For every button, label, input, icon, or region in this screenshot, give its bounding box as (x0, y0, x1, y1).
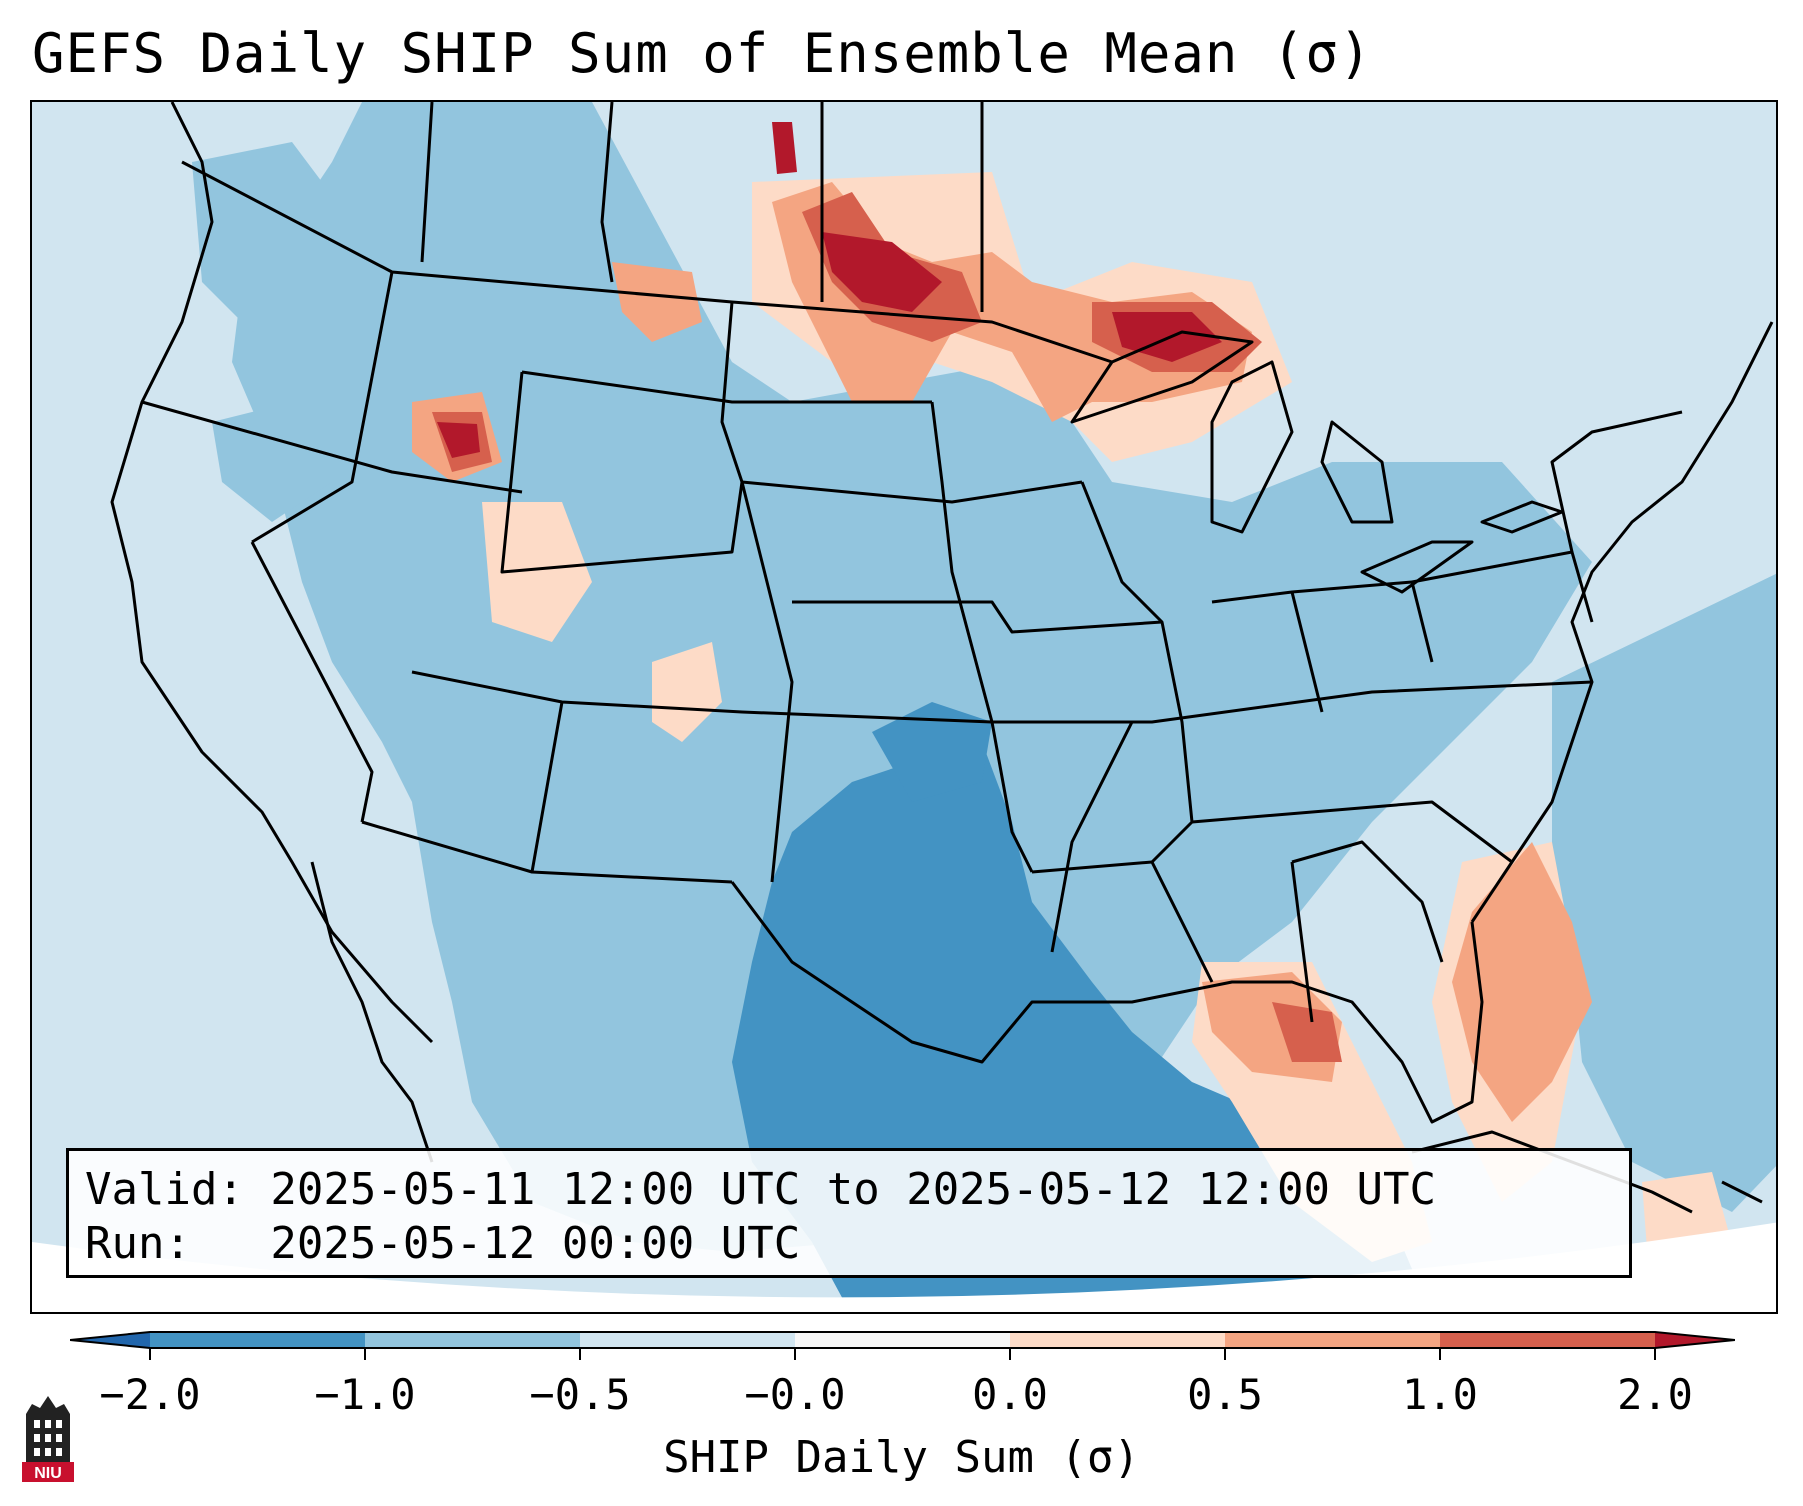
colorbar-label: SHIP Daily Sum (σ) (663, 1432, 1140, 1483)
lake-huron (1320, 420, 1394, 524)
colorbar-tick-label: −2.0 (99, 1370, 201, 1419)
colorbar-segment (365, 1332, 580, 1348)
colorbar-tick-label: 2.0 (1617, 1370, 1693, 1419)
colorbar-tick-label: 1.0 (1402, 1370, 1478, 1419)
colorbar-tick-label: −1.0 (314, 1370, 416, 1419)
valid-time-text: Valid: 2025-05-11 12:00 UTC to 2025-05-1… (85, 1164, 1437, 1215)
colorbar-segment (580, 1332, 795, 1348)
colorbar-segment (1010, 1332, 1225, 1348)
colorbar-tick-label: −0.5 (529, 1370, 631, 1419)
colorbar-tick-label: 0.0 (972, 1370, 1048, 1419)
colorbar-tick-label: −0.0 (744, 1370, 846, 1419)
map-boundaries (110, 102, 1774, 1214)
colorbar-segment (795, 1332, 1010, 1348)
colorbar (69, 1318, 1736, 1362)
gulf-coastline (730, 881, 1484, 1124)
lake-superior (1070, 330, 1254, 424)
projection-edge (32, 1222, 1776, 1312)
logo-text: NIU (34, 1465, 62, 1482)
niu-tower-logo-icon: NIU (18, 1392, 78, 1484)
colorbar-extend-low (70, 1332, 150, 1348)
colorbar-segment (150, 1332, 365, 1348)
lake-michigan (1210, 360, 1294, 534)
map-canvas (32, 102, 1776, 1312)
map-title: GEFS Daily SHIP Sum of Ensemble Mean (σ) (32, 22, 1373, 85)
valid-run-info-box: Valid: 2025-05-11 12:00 UTC to 2025-05-1… (66, 1148, 1632, 1278)
east-coastline (1470, 321, 1774, 923)
colorbar-ticks (149, 1348, 1656, 1360)
colorbar-svg (69, 1331, 1736, 1360)
map-panel (30, 100, 1778, 1314)
colorbar-segment (1440, 1332, 1655, 1348)
colorbar-extend-high (1655, 1332, 1735, 1348)
baja-coastline (310, 861, 434, 1163)
run-time-text: Run: 2025-05-12 00:00 UTC (85, 1218, 801, 1269)
colorbar-tick-label: 0.5 (1187, 1370, 1263, 1419)
colorbar-segment (1225, 1332, 1440, 1348)
